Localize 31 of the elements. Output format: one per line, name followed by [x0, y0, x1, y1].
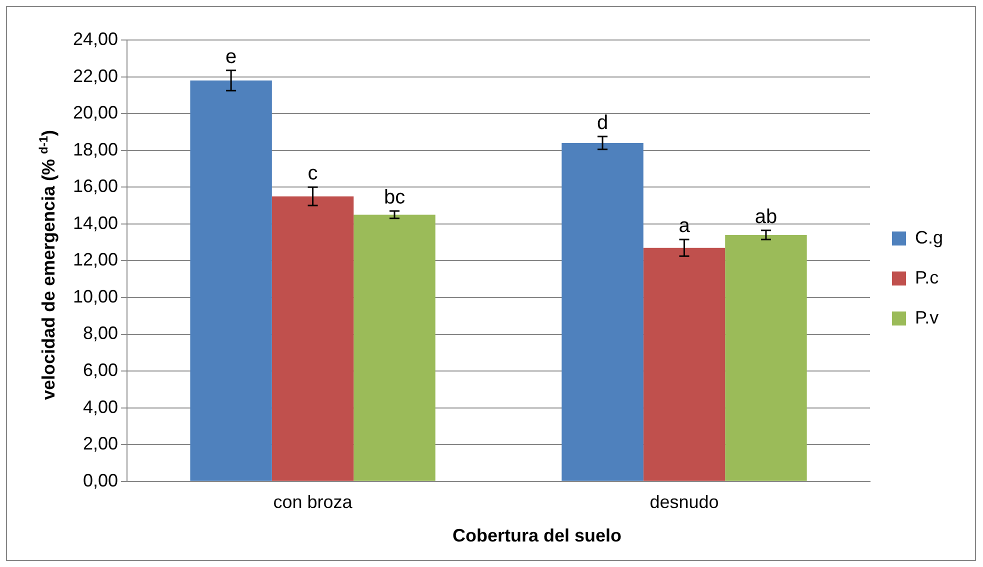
x-tick-label: con broza [273, 492, 354, 512]
y-tick-label: 20,00 [72, 102, 118, 123]
y-tick-label: 10,00 [72, 286, 118, 306]
data-label: bc [384, 186, 406, 209]
bar [354, 214, 436, 481]
data-label: c [308, 162, 318, 185]
y-tick-label: 16,00 [72, 176, 118, 196]
bar [272, 196, 354, 481]
bar [725, 234, 807, 481]
x-tick-label: desnudo [650, 492, 719, 512]
y-tick-label: 6,00 [82, 360, 118, 380]
y-tick-label: 14,00 [72, 212, 118, 233]
bar [562, 142, 644, 481]
y-tick-label: 8,00 [82, 323, 118, 344]
data-label: a [678, 215, 691, 238]
data-label: e [225, 46, 237, 68]
y-tick-label: 22,00 [72, 66, 118, 86]
y-tick-label: 0,00 [82, 470, 118, 490]
bar [643, 248, 726, 481]
x-axis-title: Cobertura del suelo [452, 526, 622, 546]
y-tick-label: 4,00 [82, 396, 118, 417]
data-label: d [596, 112, 608, 134]
y-tick-label: 12,00 [72, 250, 118, 270]
data-label: ab [754, 206, 778, 228]
bar [190, 80, 272, 481]
legend-label: P.v [914, 307, 939, 328]
legend-label: P.c [914, 267, 939, 288]
legend-label: C.g [914, 227, 944, 248]
y-tick-label: 24,00 [72, 28, 118, 49]
y-tick-label: 18,00 [72, 139, 118, 160]
y-tick-label: 2,00 [82, 434, 118, 454]
